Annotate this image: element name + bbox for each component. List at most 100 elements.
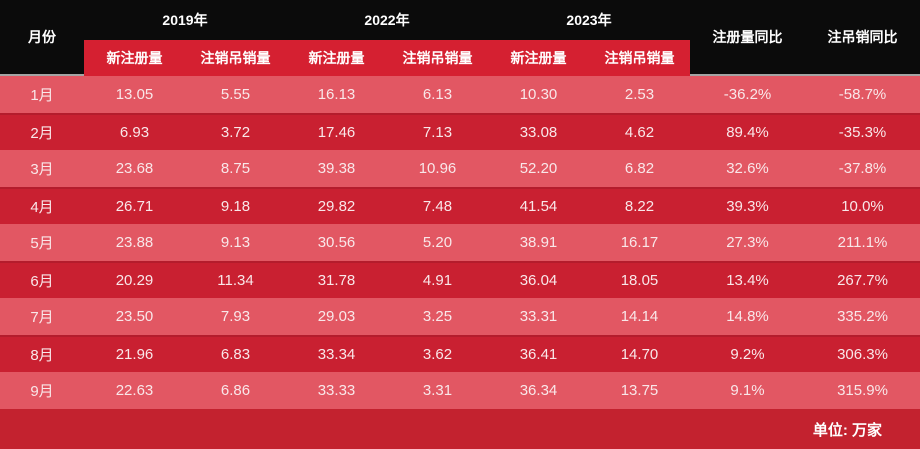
yoy-deregistration-header: 注吊销同比	[805, 0, 920, 76]
value-cell: 7.48	[422, 198, 453, 215]
month-cell: 2月	[30, 125, 54, 142]
yoy-cell: 335.2%	[837, 308, 888, 325]
value-cell: 20.29	[115, 272, 154, 289]
value-cell: 9.18	[220, 198, 251, 215]
value-cell: 11.34	[217, 272, 254, 289]
value-cell: 13.05	[115, 86, 154, 103]
value-cell: 4.62	[624, 124, 655, 141]
table-row: 6月 20.29 11.34 31.78 4.91 36.04 18.05 13.4% 267.…	[0, 261, 920, 298]
value-cell: 22.63	[115, 382, 154, 399]
unit-note: 单位: 万家	[812, 421, 882, 439]
year-header-2019: 2019年	[162, 12, 208, 28]
value-cell: 33.33	[317, 382, 356, 399]
table-body: 1月 13.05 5.55 16.13 6.13 10.30 2.53 -36.2% -58.7…	[0, 76, 920, 409]
yoy-cell: 27.3%	[726, 234, 769, 251]
value-cell: 2.53	[624, 86, 655, 103]
yoy-cell: -37.8%	[838, 160, 887, 177]
value-cell: 5.55	[220, 86, 251, 103]
value-cell: 6.13	[422, 86, 453, 103]
subheader-deregistrations-2023: 注销吊销量	[589, 40, 690, 76]
value-cell: 4.91	[422, 272, 453, 289]
table-row: 7月 23.50 7.93 29.03 3.25 33.31 14.14 14.8% 335.2…	[0, 298, 920, 335]
year-header-2023: 2023年	[566, 12, 612, 28]
yoy-cell: 267.7%	[837, 272, 888, 289]
value-cell: 6.86	[220, 382, 251, 399]
value-cell: 41.54	[519, 198, 558, 215]
value-cell: 26.71	[115, 198, 154, 215]
value-cell: 6.83	[220, 346, 251, 363]
value-cell: 36.41	[519, 346, 558, 363]
yoy-cell: 32.6%	[726, 160, 769, 177]
value-cell: 16.17	[620, 234, 659, 251]
month-cell: 6月	[30, 273, 54, 290]
value-cell: 13.75	[620, 382, 659, 399]
yoy-cell: -35.3%	[838, 124, 887, 141]
value-cell: 31.78	[317, 272, 356, 289]
value-cell: 38.91	[519, 234, 558, 251]
value-cell: 52.20	[519, 160, 558, 177]
value-cell: 29.03	[317, 308, 356, 325]
value-cell: 17.46	[317, 124, 356, 141]
value-cell: 14.14	[620, 308, 659, 325]
yoy-registration-header: 注册量同比	[690, 0, 805, 76]
value-cell: 29.82	[317, 198, 356, 215]
value-cell: 14.70	[620, 346, 659, 363]
value-cell: 23.68	[115, 160, 154, 177]
value-cell: 10.30	[519, 86, 558, 103]
month-column-header: 月份	[0, 0, 84, 76]
value-cell: 6.82	[624, 160, 655, 177]
table-header: 月份 2019年 2022年 2023年 新注册量 注销吊销量 新注册量 注销吊…	[0, 0, 920, 76]
value-cell: 23.88	[115, 234, 154, 251]
value-cell: 3.62	[422, 346, 453, 363]
value-cell: 9.13	[220, 234, 251, 251]
value-cell: 16.13	[317, 86, 356, 103]
value-cell: 33.34	[317, 346, 356, 363]
yoy-cell: 9.2%	[730, 346, 765, 363]
table-row: 5月 23.88 9.13 30.56 5.20 38.91 16.17 27.3% 211.1…	[0, 224, 920, 261]
value-cell: 8.22	[624, 198, 655, 215]
yoy-cell: 39.3%	[726, 198, 769, 215]
table-row: 4月 26.71 9.18 29.82 7.48 41.54 8.22 39.3% 10.0%	[0, 187, 920, 224]
month-cell: 4月	[30, 199, 54, 216]
value-cell: 8.75	[220, 160, 251, 177]
table-row: 3月 23.68 8.75 39.38 10.96 52.20 6.82 32.6% -37.8…	[0, 150, 920, 187]
table-row: 9月 22.63 6.86 33.33 3.31 36.34 13.75 9.1% 315.9%	[0, 372, 920, 409]
yoy-cell: 14.8%	[726, 308, 769, 325]
subheader-deregistrations-2022: 注销吊销量	[387, 40, 488, 76]
value-cell: 30.56	[317, 234, 356, 251]
value-cell: 6.93	[119, 124, 150, 141]
month-cell: 8月	[30, 347, 54, 364]
yoy-cell: 211.1%	[837, 234, 888, 251]
value-cell: 33.31	[519, 308, 558, 325]
month-cell: 3月	[30, 161, 54, 178]
subheader-deregistrations-2019: 注销吊销量	[185, 40, 286, 76]
value-cell: 21.96	[115, 346, 154, 363]
value-cell: 10.96	[418, 160, 457, 177]
value-cell: 3.25	[422, 308, 453, 325]
table-row: 2月 6.93 3.72 17.46 7.13 33.08 4.62 89.4% -35.3%	[0, 113, 920, 150]
month-cell: 5月	[30, 235, 54, 252]
month-cell: 7月	[30, 309, 54, 326]
yoy-cell: -58.7%	[838, 86, 887, 103]
value-cell: 23.50	[115, 308, 154, 325]
table-row: 1月 13.05 5.55 16.13 6.13 10.30 2.53 -36.2% -58.7…	[0, 76, 920, 113]
yoy-cell: 9.1%	[730, 382, 765, 399]
value-cell: 7.13	[422, 124, 453, 141]
yoy-cell: 13.4%	[726, 272, 769, 289]
yoy-cell: 10.0%	[841, 198, 884, 215]
subheader-new-registrations-2022: 新注册量	[286, 40, 387, 76]
yoy-cell: 89.4%	[726, 124, 769, 141]
value-cell: 33.08	[519, 124, 558, 141]
value-cell: 3.31	[422, 382, 453, 399]
table-footer: 单位: 万家	[0, 409, 920, 449]
value-cell: 39.38	[317, 160, 356, 177]
value-cell: 7.93	[220, 308, 251, 325]
yoy-cell: 315.9%	[837, 382, 888, 399]
value-cell: 36.34	[519, 382, 558, 399]
value-cell: 36.04	[519, 272, 558, 289]
subheader-new-registrations-2023: 新注册量	[488, 40, 589, 76]
value-cell: 18.05	[620, 272, 659, 289]
month-cell: 1月	[30, 87, 54, 104]
year-header-2022: 2022年	[364, 12, 410, 28]
